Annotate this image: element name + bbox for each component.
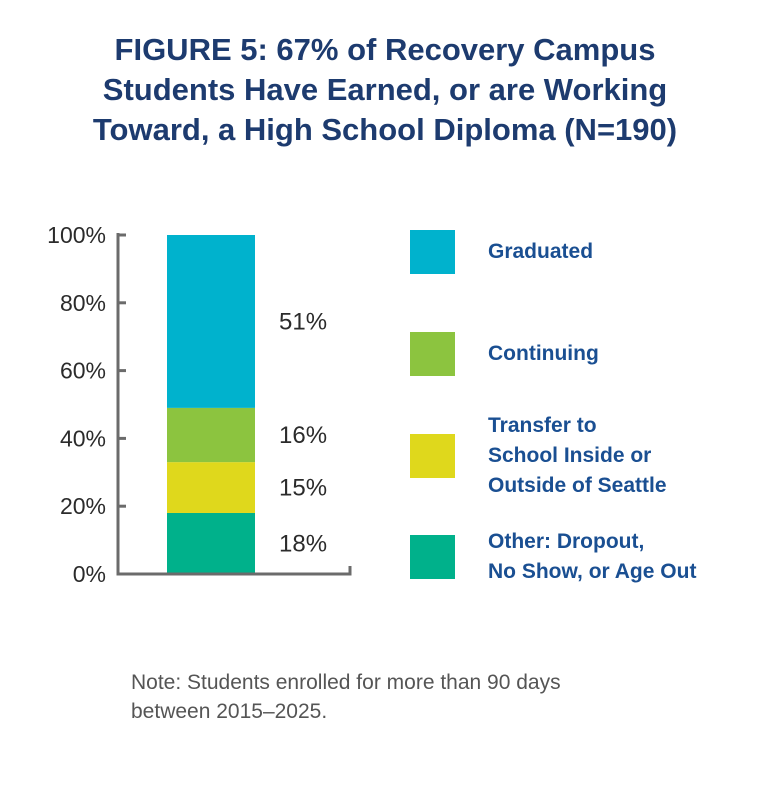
- data-label-other: 18%: [279, 530, 327, 557]
- y-tick-label-0: 0%: [73, 561, 106, 587]
- y-tick-label-4: 80%: [60, 290, 106, 316]
- legend-item-transfer: Transfer to School Inside or Outside of …: [410, 410, 760, 497]
- bar-segment-graduated: [167, 235, 255, 408]
- y-tick-label-5: 100%: [47, 222, 106, 248]
- legend-swatch-continuing: [410, 332, 455, 376]
- chart-title-line-1: FIGURE 5: 67% of Recovery Campus: [114, 32, 656, 67]
- y-tick-label-2: 40%: [60, 425, 106, 451]
- chart-note: Note: Students enrolled for more than 90…: [131, 668, 691, 726]
- legend-swatch-other: [410, 535, 455, 579]
- legend-swatch-transfer: [410, 434, 455, 478]
- y-tick-label-3: 60%: [60, 358, 106, 384]
- data-label-transfer: 15%: [279, 475, 327, 502]
- legend-label-graduated: Graduated: [488, 240, 594, 263]
- legend-item-continuing: Continuing: [410, 332, 760, 412]
- y-tick-label-1: 20%: [60, 493, 106, 519]
- legend-item-other: Other: Dropout, No Show, or Age Out: [410, 527, 760, 607]
- legend-label-continuing: Continuing: [488, 342, 599, 365]
- bar-segment-other: [167, 512, 255, 574]
- bar-segment-transfer: [167, 462, 255, 513]
- legend-item-graduated: Graduated: [410, 230, 760, 310]
- data-label-graduated: 51%: [279, 308, 327, 335]
- chart-title: FIGURE 5: 67% of Recovery Campus Student…: [0, 30, 770, 150]
- note-line-1: Note: Students enrolled for more than 90…: [131, 671, 561, 694]
- data-label-continuing: 16%: [279, 422, 327, 449]
- legend-label-other: Other: Dropout, No Show, or Age Out: [488, 530, 697, 583]
- note-line-2: between 2015–2025.: [131, 700, 328, 723]
- bar-segment-continuing: [167, 407, 255, 463]
- legend-swatch-graduated: [410, 230, 455, 274]
- chart-title-line-3: Toward, a High School Diploma (N=190): [92, 112, 678, 147]
- legend-label-transfer: Transfer to School Inside or Outside of …: [488, 414, 667, 497]
- chart-title-line-2: Students Have Earned, or are Working: [102, 72, 668, 107]
